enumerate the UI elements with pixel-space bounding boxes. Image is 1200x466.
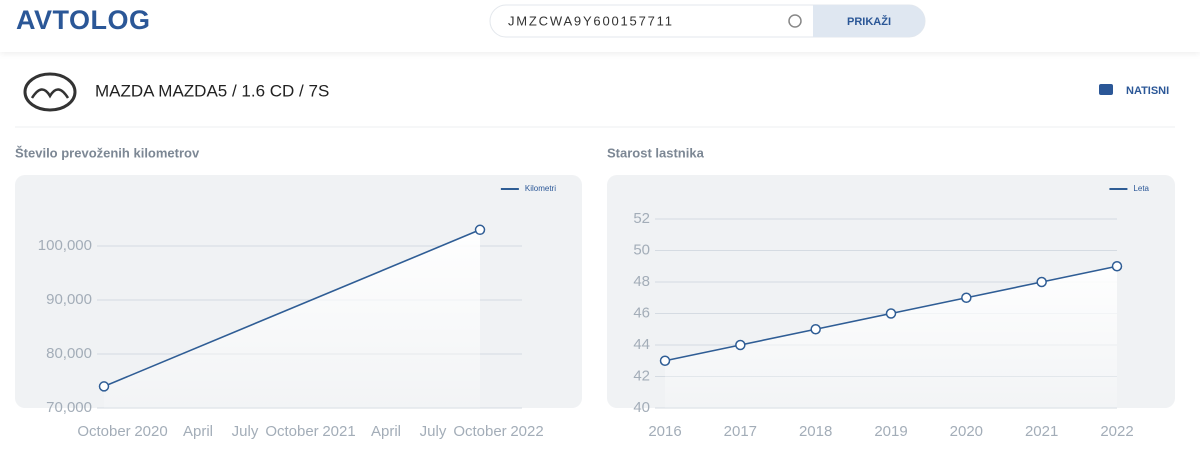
x-tick-label: 2022 (1100, 423, 1133, 440)
y-tick-label: 44 (633, 336, 650, 353)
x-tick-label: 2016 (648, 423, 681, 440)
x-tick-label: 2018 (799, 423, 832, 440)
logo: AVTOLOG (16, 5, 151, 35)
x-tick-label: April (183, 423, 213, 440)
point (659, 355, 671, 366)
point (474, 224, 486, 236)
submit-label[interactable]: PRIKAŽI (847, 15, 891, 28)
vehicle-title: MAZDA MAZDA5 / 1.6 CD / 7S (95, 81, 329, 100)
x-tick-label: 2020 (134, 423, 167, 440)
area (665, 266, 1117, 408)
history-icon[interactable] (788, 14, 802, 28)
y-tick-label: 48 (633, 273, 650, 290)
y-tick-label: 90,000 (46, 291, 92, 308)
x-tick-label: 2020 (950, 423, 983, 440)
y-tick-label: 70,000 (46, 399, 92, 416)
y-tick-label: 46 (633, 304, 650, 321)
print-icon[interactable] (1099, 84, 1113, 95)
brand-logo (23, 72, 77, 112)
point (735, 339, 746, 351)
chart-title: Starost lastnika (607, 145, 705, 160)
point (961, 292, 972, 303)
y-tick-label: 100,000 (38, 237, 92, 254)
point (810, 324, 821, 335)
legend-label: Leta (1133, 184, 1149, 193)
x-tick-label: 2021 (322, 423, 355, 440)
y-tick-label: 42 (633, 367, 650, 384)
x-tick-label: October (453, 423, 506, 440)
area (104, 229, 480, 408)
x-tick-label: April (371, 423, 401, 440)
x-tick-label: 2022 (510, 423, 543, 440)
x-tick-label: July (420, 423, 447, 440)
series-line (103, 229, 481, 388)
x-tick-label: 2021 (1025, 423, 1058, 440)
y-tick-label: 40 (633, 399, 650, 416)
x-tick-label: July (232, 423, 259, 440)
point (1111, 261, 1123, 272)
y-tick-label: 50 (633, 241, 650, 258)
legend-label: Kilometri (525, 184, 556, 193)
x-tick-label: 2019 (874, 423, 907, 440)
y-tick-label: 80,000 (46, 345, 92, 362)
print-label[interactable]: NATISNI (1126, 85, 1169, 97)
x-tick-label: October (77, 423, 130, 440)
point (1036, 276, 1047, 288)
x-tick-label: 2017 (724, 423, 757, 440)
submit-button[interactable] (813, 5, 925, 37)
y-tick-label: 52 (633, 210, 650, 227)
search-input[interactable]: JMZCWA9Y600157711 (508, 13, 674, 28)
point (98, 381, 110, 392)
x-tick-label: October (265, 423, 318, 440)
chart-title: Število prevoženih kilometrov (15, 145, 200, 160)
point (885, 308, 897, 319)
